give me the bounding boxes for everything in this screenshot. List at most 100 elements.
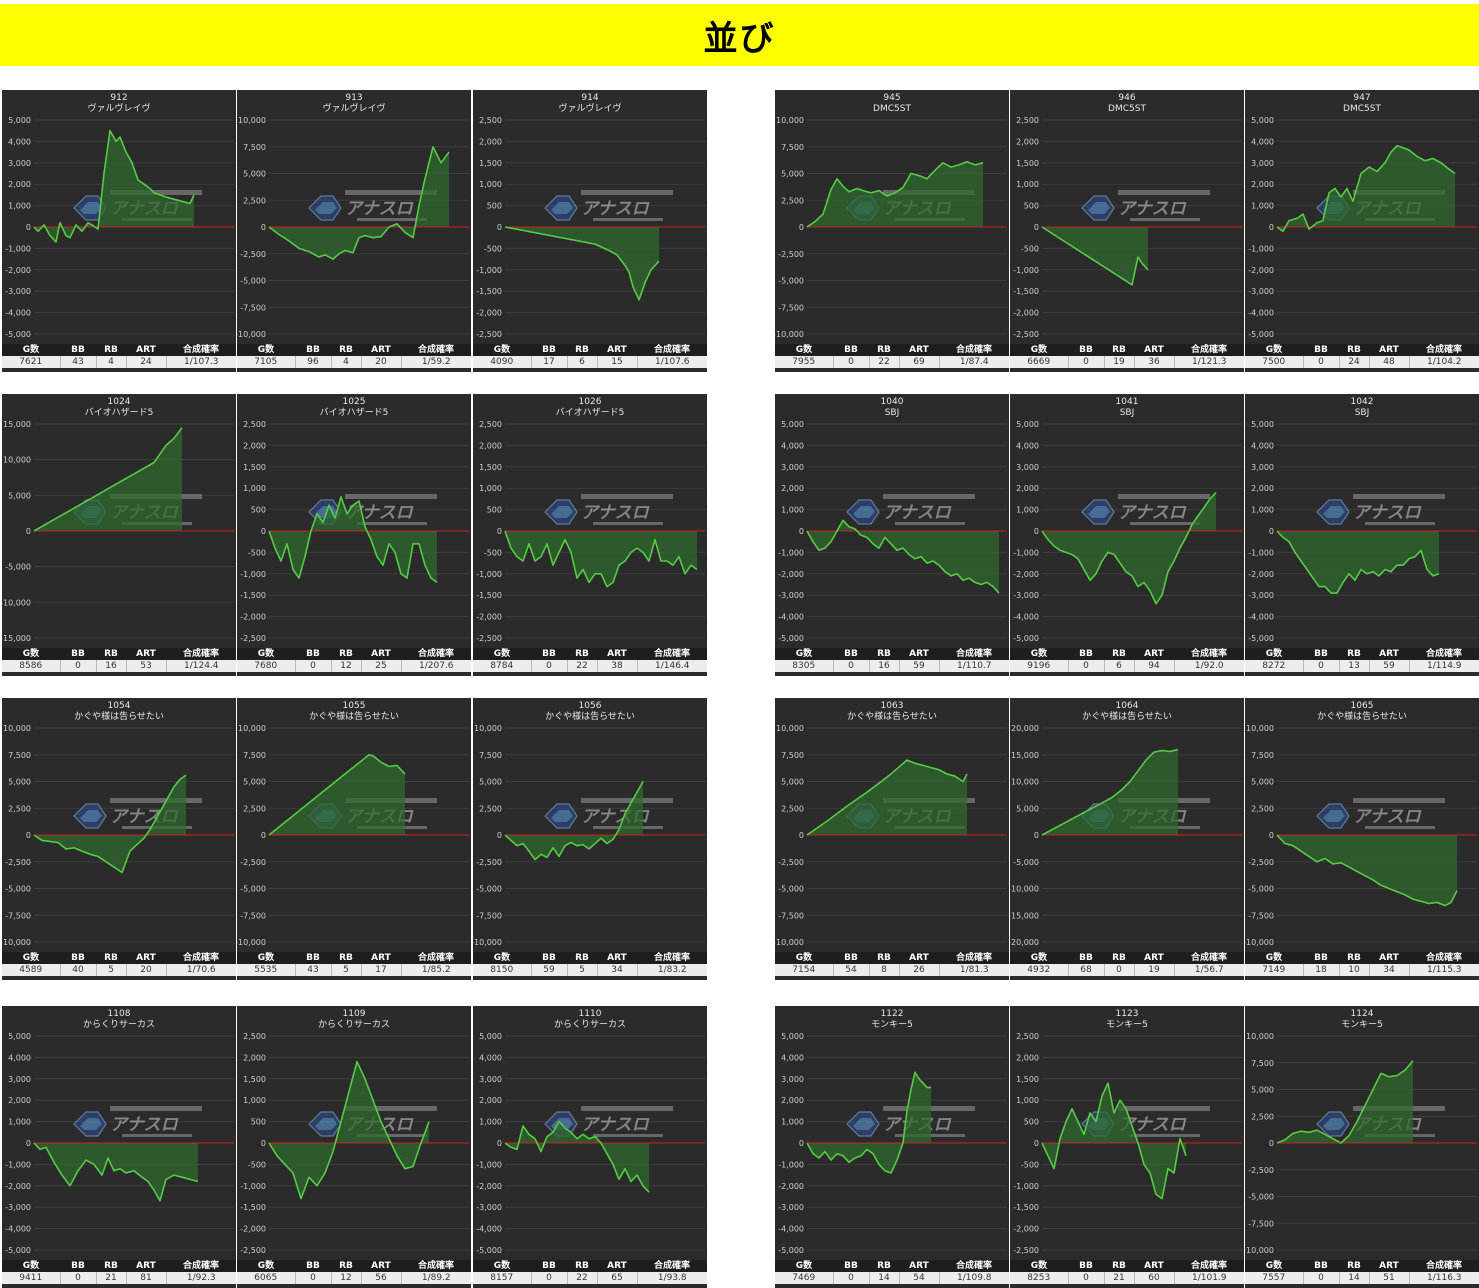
y-tick-label: 4,000 — [781, 1053, 804, 1062]
chart-svg: 5,000 4,000 3,000 2,000 1,000 0 -1,000 -2,000 -3… — [778, 420, 1007, 643]
stats-header-cell: 合成確率 — [166, 344, 236, 356]
stats-header-cell: ART — [1369, 952, 1409, 964]
stats-header-cell: ART — [1134, 344, 1174, 356]
y-tick-label: -4,000 — [5, 309, 31, 318]
stats-header-cell: 合成確率 — [401, 1260, 471, 1272]
y-tick-label: 5,000 — [781, 778, 804, 787]
area-fill — [34, 427, 182, 531]
machine-name: SBJ — [1354, 408, 1370, 418]
area-fill — [505, 1121, 649, 1193]
y-tick-label: -500 — [1021, 1160, 1039, 1169]
stats-header-cell: 合成確率 — [1409, 1260, 1479, 1272]
stats-header-cell: BB — [1303, 952, 1339, 964]
machine-chart-panel: 5,000 4,000 3,000 2,000 1,000 0 -1,000 -2,000 -3… — [2, 90, 236, 372]
stats-table: G数 BB RB ART 合成確率 8157 0 22 65 1/93.8 — [473, 1260, 707, 1284]
stats-value-cell: 68 — [1068, 964, 1105, 976]
stats-table: G数 BB RB ART 合成確率 9411 0 21 81 1/92.3 — [2, 1260, 236, 1284]
machine-name: モンキー5 — [871, 1020, 913, 1030]
stats-value-cell: 1/109.8 — [939, 1272, 1009, 1284]
machine-name: かぐや様は告らせたい — [847, 712, 937, 722]
machine-chart-panel: 20,000 15,000 10,000 5,000 0 -5,000 -10,000 -15… — [1010, 698, 1244, 980]
y-tick-label: -2,000 — [1013, 570, 1039, 579]
stats-value-cell: 0 — [531, 1272, 568, 1284]
y-tick-label: 5,000 — [781, 170, 804, 179]
y-tick-label: -1,000 — [476, 266, 502, 275]
stats-value-cell: 59 — [531, 964, 568, 976]
y-tick-label: 5,000 — [479, 1032, 502, 1041]
y-tick-label: -10,000 — [2, 598, 31, 607]
machine-chart-panel: 5,000 4,000 3,000 2,000 1,000 0 -1,000 -2,000 -3… — [473, 1006, 707, 1288]
stats-value-cell: 7105 — [237, 356, 296, 368]
y-tick-label: 3,000 — [8, 1075, 31, 1084]
chart-svg: 10,000 7,500 5,000 2,500 0 -2,500 -5,000 -7,500… — [473, 724, 705, 947]
y-tick-label: 7,500 — [243, 751, 266, 760]
stats-header-cell: G数 — [473, 1260, 531, 1272]
data-series-line — [268, 754, 406, 836]
y-tick-label: -7,500 — [240, 303, 266, 312]
stats-header-cell: BB — [1303, 1260, 1339, 1272]
y-tick-label: 5,000 — [243, 170, 266, 179]
y-tick-label: -5,000 — [1013, 858, 1039, 867]
y-tick-label: 3,000 — [1251, 159, 1274, 168]
svg-text:アナスロ: アナスロ — [883, 503, 952, 523]
machine-chart-panel: 5,000 4,000 3,000 2,000 1,000 0 -1,000 -2,000 -3… — [1010, 394, 1244, 676]
stats-value-cell: 7149 — [1245, 964, 1304, 976]
data-series-line — [268, 1060, 430, 1200]
y-tick-label: -7,500 — [476, 911, 502, 920]
svg-text:アナスロ: アナスロ — [1353, 807, 1422, 827]
stats-value-cell: 20 — [361, 356, 402, 368]
stats-header-cell: G数 — [775, 1260, 833, 1272]
y-tick-label: 10,000 — [1246, 724, 1274, 733]
y-tick-label: 0 — [261, 527, 266, 536]
y-tick-label: 5,000 — [243, 778, 266, 787]
machine-chart-panel: 5,000 4,000 3,000 2,000 1,000 0 -1,000 -2,000 -3… — [775, 394, 1009, 676]
y-tick-label: 0 — [1269, 223, 1274, 232]
y-tick-label: 500 — [487, 506, 502, 515]
stats-table: G数 BB RB ART 合成確率 4589 40 5 20 1/70.6 — [2, 952, 236, 976]
y-tick-label: 1,000 — [243, 484, 266, 493]
y-tick-label: 0 — [799, 1139, 804, 1148]
machine-number: 914 — [581, 93, 599, 103]
stats-value-cell: 1/124.4 — [166, 660, 236, 672]
machine-number: 947 — [1353, 93, 1371, 103]
y-tick-label: -7,500 — [1248, 911, 1274, 920]
stats-value-cell: 59 — [1369, 660, 1410, 672]
y-tick-label: 2,000 — [243, 1053, 266, 1062]
chart-svg: 5,000 4,000 3,000 2,000 1,000 0 -1,000 -2,000 -3… — [778, 1032, 1007, 1255]
y-tick-label: -5,000 — [5, 330, 31, 339]
y-tick-label: 1,500 — [1016, 1075, 1039, 1084]
stats-value-cell: 0 — [1068, 1272, 1105, 1284]
stats-header-cell: 合成確率 — [166, 952, 236, 964]
stats-value-cell: 0 — [833, 660, 870, 672]
stats-value-cell: 0 — [295, 1272, 332, 1284]
y-tick-label: -3,000 — [5, 1203, 31, 1212]
stats-value-cell: 21 — [96, 1272, 127, 1284]
y-tick-label: -1,500 — [1013, 1203, 1039, 1212]
stats-value-cell: 5 — [331, 964, 362, 976]
y-tick-label: 1,000 — [1016, 506, 1039, 515]
stats-value-cell: 19 — [1134, 964, 1175, 976]
stats-header-cell: RB — [96, 648, 126, 660]
y-tick-label: 4,000 — [479, 1053, 502, 1062]
stats-header-cell: BB — [60, 1260, 96, 1272]
y-tick-label: -10,000 — [775, 938, 804, 947]
y-tick-label: -4,000 — [1248, 613, 1274, 622]
chart-svg: 5,000 4,000 3,000 2,000 1,000 0 -1,000 -2,000 -3… — [476, 1032, 705, 1255]
y-tick-label: 4,000 — [1251, 441, 1274, 450]
y-tick-label: -3,000 — [1248, 591, 1274, 600]
stats-value-cell: 0 — [60, 660, 97, 672]
y-tick-label: -5,000 — [1248, 1193, 1274, 1202]
stats-table: G数 BB RB ART 合成確率 7154 54 8 26 1/81.3 — [775, 952, 1009, 976]
y-tick-label: -4,000 — [778, 613, 804, 622]
stats-header-cell: G数 — [2, 952, 60, 964]
machine-chart-panel: 5,000 4,000 3,000 2,000 1,000 0 -1,000 -2,000 -3… — [2, 1006, 236, 1288]
y-tick-label: 5,000 — [781, 1032, 804, 1041]
y-tick-label: 7,500 — [781, 751, 804, 760]
stats-header-cell: G数 — [237, 648, 295, 660]
stats-header-cell: ART — [597, 952, 637, 964]
area-fill — [269, 496, 437, 583]
y-tick-label: -5,000 — [476, 885, 502, 894]
y-tick-label: -1,000 — [1013, 548, 1039, 557]
machine-chart-panel: 5,000 4,000 3,000 2,000 1,000 0 -1,000 -2,000 -3… — [1245, 90, 1479, 372]
stats-header-cell: 合成確率 — [1409, 952, 1479, 964]
